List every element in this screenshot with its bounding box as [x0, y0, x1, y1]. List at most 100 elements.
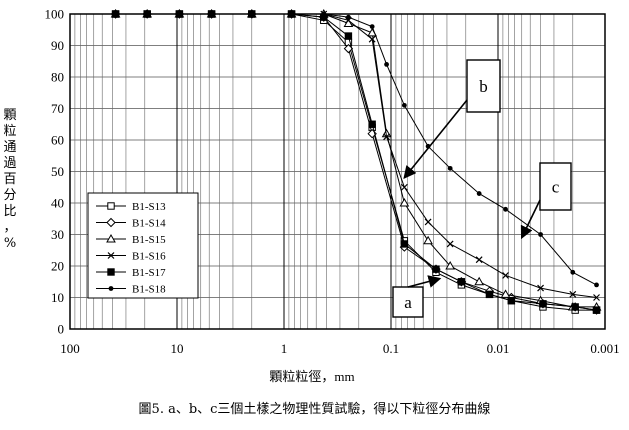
- y-tick-label: 80: [51, 70, 64, 85]
- legend-label: B1-S16: [132, 251, 166, 263]
- y-axis-title-char: 比: [3, 204, 17, 219]
- annotation-arrow: [407, 275, 442, 288]
- legend-box: [87, 192, 199, 299]
- annotation-arrow: [520, 199, 541, 240]
- data-point: [424, 218, 432, 226]
- y-axis-title-char: ，: [3, 220, 17, 235]
- annotation-label: b: [479, 77, 488, 96]
- legend-label: B1-S13: [132, 201, 166, 213]
- data-point: [500, 289, 511, 298]
- x-tick-label: 0.01: [487, 341, 510, 356]
- y-tick-label: 40: [51, 196, 64, 211]
- y-axis-title-char: 顆: [3, 108, 17, 123]
- data-point: [368, 35, 376, 43]
- data-point: [369, 24, 375, 29]
- legend-item: B1-S16: [96, 251, 166, 263]
- data-point: [432, 265, 440, 273]
- annotation-label: c: [552, 178, 560, 197]
- y-axis-title-char: 百: [3, 172, 17, 187]
- legend-item: B1-S17: [96, 267, 166, 279]
- data-point: [368, 120, 376, 128]
- data-point: [485, 290, 494, 299]
- data-point: [399, 197, 410, 207]
- y-tick-label: 50: [51, 164, 64, 179]
- data-point: [446, 240, 454, 248]
- data-point: [571, 303, 579, 311]
- annotation-box: [392, 286, 424, 318]
- data-point: [502, 272, 509, 279]
- y-tick-label: 10: [51, 290, 64, 305]
- data-point: [592, 306, 601, 314]
- legend-item: B1-S14: [96, 218, 166, 230]
- annotation-arrow: [403, 99, 468, 180]
- plot-frame: [69, 13, 606, 330]
- data-point: [383, 133, 390, 141]
- legend-item: B1-S15: [96, 233, 166, 246]
- legend-label: B1-S14: [132, 218, 166, 230]
- data-point: [107, 252, 115, 259]
- data-point: [475, 256, 483, 264]
- data-point: [401, 102, 407, 108]
- x-tick-label: 0.001: [590, 341, 619, 356]
- figure-caption: 圖5. a、b、c三個土樣之物理性質試驗，得以下粒徑分布曲線: [138, 402, 491, 417]
- annotation-b: b: [403, 59, 501, 180]
- legend-label: B1-S18: [132, 284, 166, 296]
- x-tick-label: 0.1: [383, 341, 399, 356]
- y-tick-label: 70: [51, 101, 64, 116]
- y-tick-label: 30: [51, 227, 64, 242]
- data-point: [106, 233, 116, 243]
- data-point: [476, 191, 482, 196]
- y-tick-label: 100: [45, 7, 65, 22]
- annotation-box: [539, 162, 572, 211]
- data-point: [457, 278, 466, 286]
- data-point: [108, 286, 114, 291]
- legend-item: B1-S18: [96, 284, 166, 296]
- data-point: [507, 296, 516, 305]
- data-point: [107, 202, 115, 210]
- y-tick-label: 0: [58, 322, 65, 337]
- data-point: [537, 284, 545, 292]
- y-axis-title-char: 分: [3, 188, 17, 203]
- annotation-c: c: [520, 162, 572, 240]
- annotation-box: [466, 59, 501, 113]
- data-point: [400, 183, 408, 191]
- data-point: [106, 217, 116, 228]
- x-tick-label: 1: [281, 341, 288, 356]
- y-tick-label: 60: [51, 133, 64, 148]
- data-point: [503, 206, 508, 212]
- legend-label: B1-S15: [132, 234, 166, 246]
- legend-item: B1-S13: [96, 201, 166, 213]
- tick-layer: 0 10 20 30 40 50 60 70 80 90 100 100 10 1 0.1 0.01 0.001: [45, 7, 620, 357]
- y-tick-label: 90: [51, 38, 64, 53]
- y-axis-title-char: %: [3, 236, 17, 251]
- data-point: [594, 282, 599, 288]
- y-axis-title-char: 通: [3, 140, 17, 155]
- data-point: [593, 294, 600, 301]
- y-axis-title-char: 過: [3, 156, 17, 171]
- data-point: [344, 32, 353, 40]
- annotation-label: a: [404, 293, 412, 312]
- annotation-layer: a b c: [392, 59, 572, 318]
- data-point: [423, 235, 433, 245]
- data-point: [346, 14, 351, 20]
- data-point: [447, 165, 453, 171]
- data-point: [107, 268, 115, 276]
- data-point: [570, 269, 576, 275]
- y-tick-label: 20: [51, 259, 64, 274]
- x-axis-title: 顆粒粒徑，mm: [269, 369, 354, 384]
- legend: B1-S13 B1-S14 B1-S15 B1-S16 B1-S17 B1-S18: [87, 192, 199, 299]
- x-tick-label: 100: [60, 341, 80, 356]
- data-point: [400, 240, 409, 248]
- legend-label: B1-S17: [132, 267, 166, 279]
- x-tick-label: 10: [171, 341, 184, 356]
- data-point: [445, 260, 456, 270]
- data-point: [538, 232, 543, 237]
- data-point: [539, 300, 547, 308]
- data-point: [384, 62, 389, 67]
- data-point: [569, 290, 577, 298]
- y-axis-title: 顆粒通過百分比，%: [2, 108, 18, 252]
- y-axis-title-char: 粒: [3, 124, 17, 139]
- data-point: [474, 276, 485, 286]
